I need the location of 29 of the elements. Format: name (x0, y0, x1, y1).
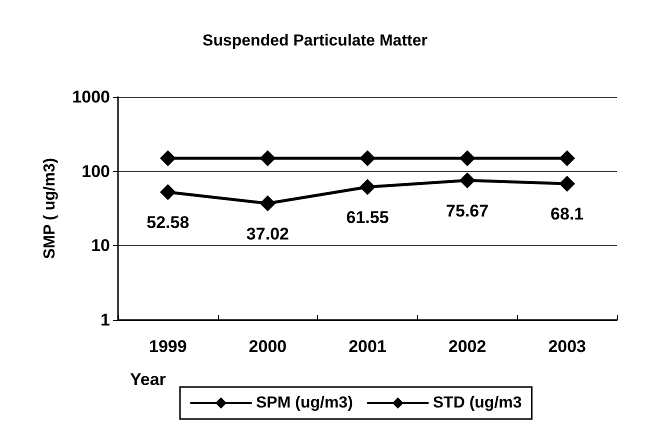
point (559, 176, 576, 192)
x-tick-label: 2002 (448, 337, 486, 356)
data-label: 68.1 (550, 204, 584, 224)
chart-title: Suspended Particulate Matter (202, 32, 428, 50)
x-axis-title: Year (130, 370, 166, 389)
x-tick-label: 2001 (348, 337, 386, 356)
x-tick-label: 2000 (248, 337, 287, 356)
data-label: 37.02 (246, 224, 289, 244)
point (459, 150, 476, 166)
x-tick-label: 1999 (148, 337, 187, 356)
legend-label: SPM (ug/m3) (256, 394, 353, 412)
point (260, 150, 276, 166)
point (360, 179, 376, 195)
point (459, 172, 476, 188)
data-label: 61.55 (346, 208, 389, 227)
point (360, 150, 376, 166)
legend-label: STD (ug/m3 (432, 394, 522, 412)
y-tick-label: 10 (91, 236, 110, 256)
data-label: 52.58 (146, 213, 190, 232)
y-axis-title: SMP ( ug/m3) (42, 158, 58, 260)
data-label: 75.67 (446, 201, 489, 220)
y-tick-label: 1 (100, 310, 110, 330)
point (160, 184, 176, 200)
point (260, 195, 276, 212)
y-tick-label: 100 (82, 162, 110, 181)
y-tick-label: 1000 (72, 88, 110, 106)
point (160, 150, 176, 166)
x-tick-label: 2003 (548, 337, 586, 356)
point (559, 150, 576, 166)
